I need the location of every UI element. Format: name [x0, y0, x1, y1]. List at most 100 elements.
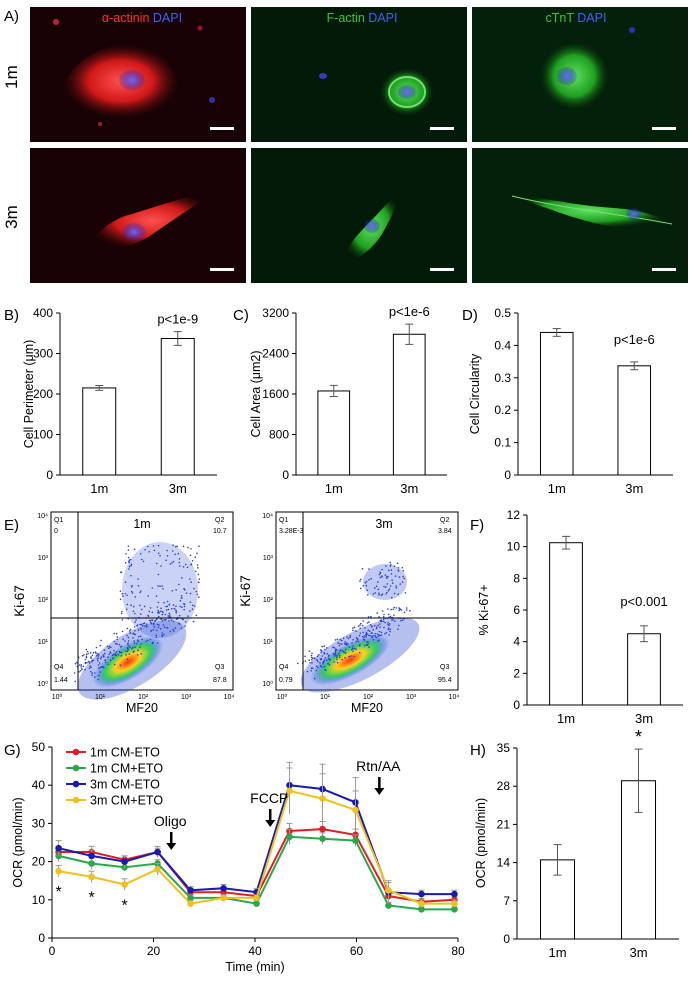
flow-event-dot	[399, 608, 401, 610]
flow-event-dot	[140, 623, 143, 626]
flow-event-dot	[151, 587, 154, 589]
flow-event-dot	[377, 581, 379, 583]
injection-label: Rtn/AA	[356, 758, 401, 774]
flow-event-dot	[336, 658, 338, 661]
flow-event-dot	[390, 569, 393, 571]
flow-event-dot	[198, 545, 200, 547]
flow-event-dot	[89, 665, 91, 667]
micrograph-f-actin-3m	[251, 148, 467, 283]
flow-event-dot	[147, 639, 149, 642]
flow-event-dot	[384, 574, 387, 576]
flow-event-dot	[175, 609, 177, 612]
flow-event-dot	[165, 619, 167, 621]
flow-event-dot	[182, 603, 185, 605]
flow-event-dot	[161, 585, 163, 587]
y-tick-label: 400	[33, 306, 53, 320]
flow-event-dot	[359, 627, 362, 629]
flow-event-dot	[168, 612, 171, 615]
flow-event-dot	[132, 605, 135, 608]
y-tick-label: 4	[513, 635, 520, 649]
flow-event-dot	[393, 565, 396, 567]
flow-event-dot	[155, 562, 158, 565]
flow-event-dot	[151, 619, 153, 621]
flow-event-dot	[130, 590, 133, 593]
flow-event-dot	[124, 561, 127, 564]
flow-event-dot	[112, 657, 114, 659]
flow-event-dot	[364, 627, 366, 629]
flow-event-dot	[385, 577, 388, 579]
flow-event-dot	[92, 659, 95, 662]
flow-event-dot	[339, 643, 341, 645]
flow-event-dot	[323, 659, 326, 661]
flow-event-dot	[379, 576, 382, 579]
flow-event-dot	[145, 640, 147, 643]
flow-event-dot	[349, 634, 352, 637]
flow-event-dot	[116, 638, 118, 641]
flow-event-dot	[187, 615, 189, 617]
flow-event-dot	[391, 596, 393, 599]
flow-event-dot	[375, 585, 378, 587]
flow-event-dot	[355, 630, 357, 632]
flow-event-dot	[387, 608, 389, 610]
flow-event-dot	[336, 656, 338, 658]
flow-event-dot	[87, 652, 89, 655]
flow-event-dot	[149, 607, 152, 609]
flow-event-dot	[364, 582, 367, 584]
legend-marker	[72, 796, 80, 804]
flow-event-dot	[143, 605, 146, 608]
flow-event-dot	[361, 635, 364, 638]
flow-event-dot	[85, 653, 88, 655]
flow-event-dot	[403, 577, 406, 580]
flow-event-dot	[103, 652, 106, 655]
flow-event-dot	[157, 544, 160, 547]
injection-arrow-head	[166, 843, 177, 850]
flow-event-dot	[381, 568, 383, 571]
flow-event-dot	[389, 630, 391, 633]
flow-event-dot	[378, 639, 381, 641]
flow-event-dot	[118, 643, 121, 646]
flow-event-dot	[171, 608, 173, 610]
micrograph-ctnt-3m	[472, 148, 688, 283]
flow-event-dot	[147, 595, 149, 597]
flow-event-dot	[314, 657, 316, 660]
flow-event-dot	[320, 651, 323, 653]
flow-x-tick-label: 10³	[181, 694, 192, 701]
flow-event-dot	[100, 666, 102, 669]
flow-event-dot	[172, 560, 175, 563]
flow-ylabel: Ki-67	[12, 585, 27, 617]
flow-event-dot	[166, 549, 168, 552]
flow-event-dot	[133, 633, 136, 636]
flow-event-dot	[379, 623, 381, 625]
flow-event-dot	[97, 657, 99, 659]
data-point	[418, 906, 425, 913]
flow-event-dot	[161, 635, 164, 638]
flow-event-dot	[365, 641, 368, 644]
flow-event-dot	[91, 672, 94, 674]
flow-event-dot	[132, 637, 134, 639]
flow-event-dot	[125, 650, 127, 652]
flow-event-dot	[147, 614, 149, 617]
flow-event-dot	[193, 587, 195, 590]
flow-event-dot	[128, 565, 131, 568]
flow-event-dot	[181, 606, 183, 608]
flow-event-dot	[395, 607, 398, 609]
flow-event-dot	[129, 558, 132, 561]
flow-event-dot	[366, 622, 369, 624]
data-point	[319, 835, 326, 842]
flow-event-dot	[162, 624, 165, 626]
flow-event-dot	[322, 663, 324, 665]
flow-event-dot	[88, 667, 91, 670]
flow-event-dot	[127, 560, 130, 563]
flow-event-dot	[329, 659, 331, 661]
flow-event-dot	[383, 626, 385, 629]
legend-label: 3m CM+ETO	[90, 794, 163, 808]
flow-event-dot	[152, 622, 155, 625]
flow-event-dot	[365, 643, 368, 646]
data-point	[319, 825, 326, 833]
flow-event-dot	[405, 609, 408, 611]
flow-x-tick-label: 10⁰	[277, 693, 288, 701]
flow-event-dot	[309, 662, 311, 664]
flow-event-dot	[148, 551, 150, 553]
flow-event-dot	[380, 631, 383, 634]
flow-event-dot	[366, 589, 369, 591]
